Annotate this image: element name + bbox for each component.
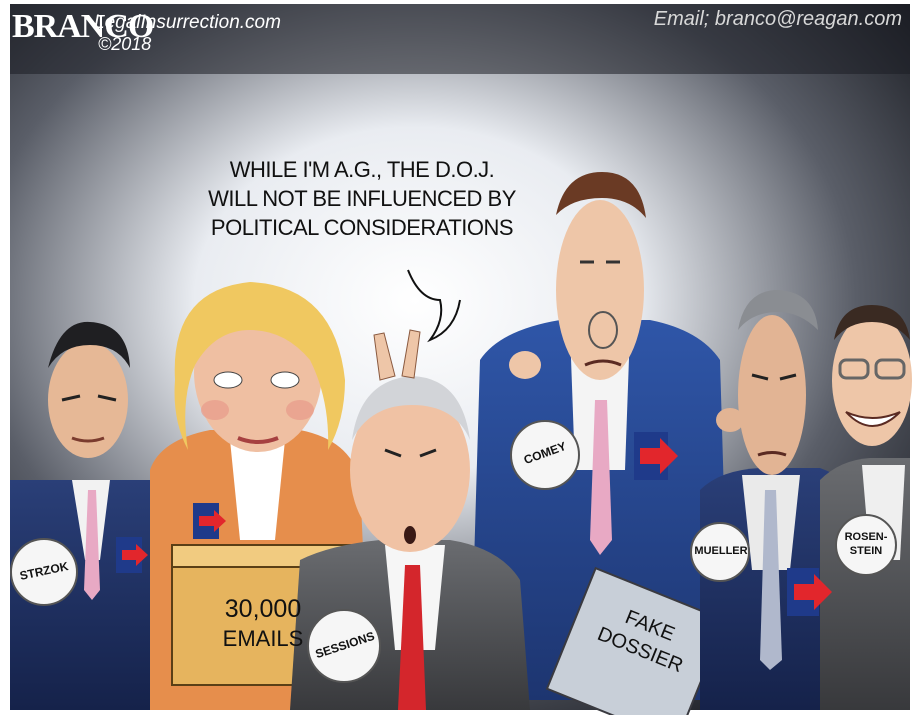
- artist-email: Email; branco@reagan.com: [653, 8, 902, 30]
- speech-line-3: POLITICAL CONSIDERATIONS: [210, 215, 514, 240]
- label-rosenstein-line1: ROSEN-: [844, 531, 888, 543]
- speech-bubble: WHILE I'M A.G., THE D.O.J. WILL NOT BE I…: [162, 155, 562, 242]
- h-arrow-pin-mueller: [787, 568, 832, 616]
- figure-strzok: [10, 321, 160, 710]
- speech-line-1: WHILE I'M A.G., THE D.O.J.: [229, 157, 495, 182]
- name-button-mueller: [690, 522, 750, 582]
- label-mueller: MUELLER: [694, 545, 748, 557]
- emails-box-line1: 30,000: [224, 595, 302, 623]
- name-button-comey: [510, 420, 580, 490]
- speech-tail: [407, 269, 461, 343]
- h-arrow-pin-clinton: [193, 503, 226, 539]
- label-rosenstein: ROSEN- STEIN: [838, 530, 894, 558]
- artist-signature: BRANCO: [12, 8, 154, 45]
- h-arrow-pin-strzok: [116, 537, 148, 573]
- site-credit: LegalInsurrection.com: [94, 12, 281, 33]
- copyright-notice: ©2018: [98, 34, 152, 54]
- name-button-rosenstein: [835, 514, 897, 576]
- label-rosenstein-line2: STEIN: [849, 545, 883, 557]
- emails-box-line2: EMAILS: [222, 626, 304, 651]
- figure-rosenstein: [820, 305, 912, 710]
- speech-line-2: WILL NOT BE INFLUENCED BY: [208, 186, 516, 211]
- name-button-sessions: [307, 609, 381, 683]
- emails-box-label: 30,000 EMAILS: [172, 594, 354, 654]
- h-arrow-pin-comey: [634, 432, 678, 480]
- name-button-strzok: [10, 538, 78, 606]
